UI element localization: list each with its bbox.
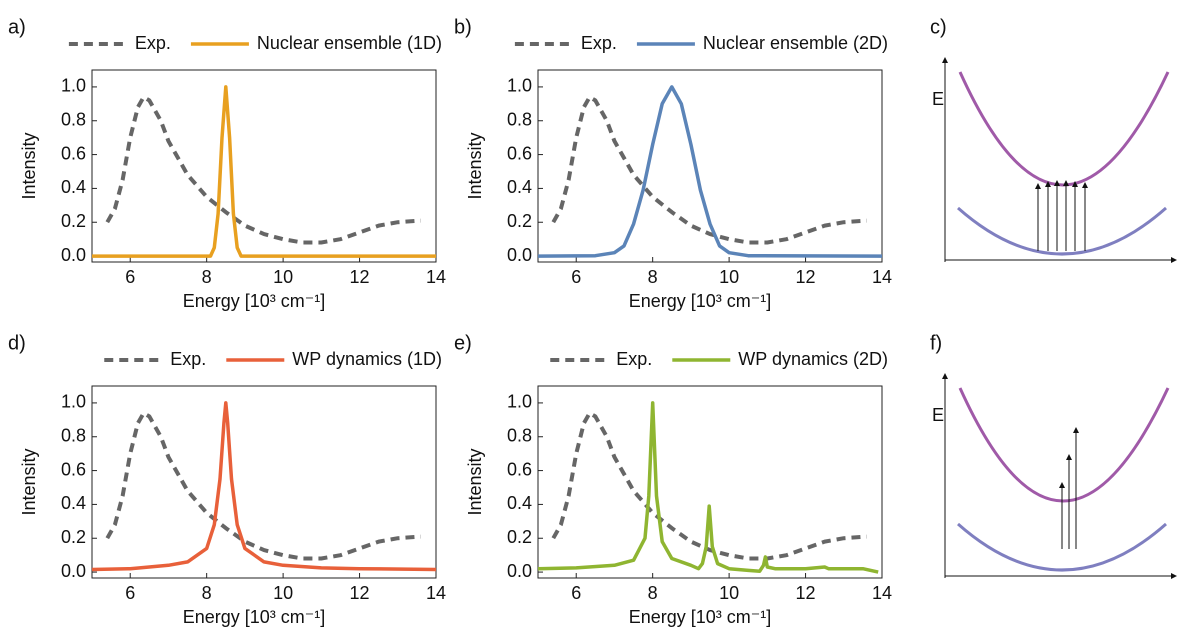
x-tick-label: 10 [719,583,739,603]
x-tick-label: 14 [426,583,446,603]
x-tick-label: 8 [202,267,212,287]
y-tick-label: 0.8 [61,425,86,445]
y-tick-label: 1.0 [507,76,532,96]
legend-label: Exp. [581,33,617,53]
y-tick-label: 0.2 [507,211,532,231]
series-line [537,85,883,258]
panel-label: e) [454,332,472,354]
series-line [105,95,421,245]
series-line [551,95,867,245]
legend-label: Nuclear ensemble (1D) [257,33,442,53]
excited-state-curve [958,387,1170,503]
y-tick-label: 0.8 [507,425,532,445]
y-tick-label: 1.0 [61,76,86,96]
legend-label: WP dynamics (2D) [738,349,888,369]
y-tick-label: 0.4 [507,493,532,513]
y-tick-label: 0.4 [61,493,86,513]
plot-frame [537,69,883,263]
x-tick-label: 6 [125,267,135,287]
y-tick-label: 0.0 [507,245,532,265]
x-tick-label: 6 [571,583,581,603]
ground-state-curve [957,206,1167,256]
panel-label: b) [454,16,472,38]
y-tick-label: 0.8 [61,109,86,129]
legend-label: Exp. [135,33,171,53]
y-tick-label: 0.0 [507,561,532,581]
y-tick-label: 0.0 [61,561,86,581]
x-tick-label: 8 [202,583,212,603]
x-tick-label: 12 [796,267,816,287]
x-tick-label: 6 [125,583,135,603]
y-tick-label: 0.2 [61,211,86,231]
ground-state-curve [957,522,1167,572]
excited-state-curve [958,71,1170,187]
y-axis-label: Intensity [19,132,39,199]
y-tick-label: 0.4 [61,177,86,197]
x-tick-label: 10 [719,267,739,287]
level-diagram: c) E [930,16,1177,263]
chart-panel: d) 6 8 10 12 14 0.0 0.2 0.4 0.6 0.8 1.0 Energy [10³ … [8,332,446,626]
x-tick-label: 8 [648,267,658,287]
y-tick-label: 1.0 [61,392,86,412]
y-tick-label: 0.0 [61,245,86,265]
panel-label: f) [930,332,942,354]
series-line [91,401,437,572]
energy-axis-label: E [932,405,944,425]
panel-label: c) [930,16,947,38]
y-tick-label: 0.6 [61,143,86,163]
plot-frame [537,385,883,579]
x-axis-label: Energy [10³ cm⁻¹] [629,607,772,627]
panel-label: a) [8,16,26,38]
y-axis-label: Intensity [465,448,485,515]
x-tick-label: 12 [350,583,370,603]
y-tick-label: 0.8 [507,109,532,129]
chart-panel: e) 6 8 10 12 14 0.0 0.2 0.4 0.6 0.8 1.0 Energy [10³ … [454,332,892,626]
legend-label: Nuclear ensemble (2D) [703,33,888,53]
x-tick-label: 12 [350,267,370,287]
legend-label: Exp. [170,349,206,369]
x-tick-label: 10 [273,583,293,603]
x-axis-label: Energy [10³ cm⁻¹] [183,607,326,627]
x-axis-label: Energy [10³ cm⁻¹] [183,291,326,311]
y-axis-label: Intensity [465,132,485,199]
series-line [551,411,867,561]
x-axis-label: Energy [10³ cm⁻¹] [629,291,772,311]
panel-label: d) [8,332,26,354]
legend-label: Exp. [616,349,652,369]
level-diagram: f) E [930,332,1177,579]
y-tick-label: 0.6 [507,459,532,479]
series-line [92,85,436,258]
y-tick-label: 0.6 [507,143,532,163]
plot-frame [91,69,437,263]
y-tick-label: 0.4 [507,177,532,197]
x-tick-label: 8 [648,583,658,603]
y-axis-label: Intensity [19,448,39,515]
x-tick-label: 14 [872,267,892,287]
series-line [105,411,421,561]
chart-panel: a) 6 8 10 12 14 0.0 0.2 0.4 0.6 0.8 1.0 Energy [10³ … [8,16,446,310]
x-tick-label: 10 [273,267,293,287]
y-tick-label: 0.6 [61,459,86,479]
plot-frame [91,385,437,579]
chart-panel: b) 6 8 10 12 14 0.0 0.2 0.4 0.6 0.8 1.0 Energy [10³ … [454,16,892,310]
x-tick-label: 14 [426,267,446,287]
x-tick-label: 12 [796,583,816,603]
x-tick-label: 6 [571,267,581,287]
y-tick-label: 0.2 [61,527,86,547]
y-tick-label: 0.2 [507,527,532,547]
energy-axis-label: E [932,89,944,109]
series-line [537,401,879,574]
x-tick-label: 14 [872,583,892,603]
legend-label: WP dynamics (1D) [292,349,442,369]
y-tick-label: 1.0 [507,392,532,412]
